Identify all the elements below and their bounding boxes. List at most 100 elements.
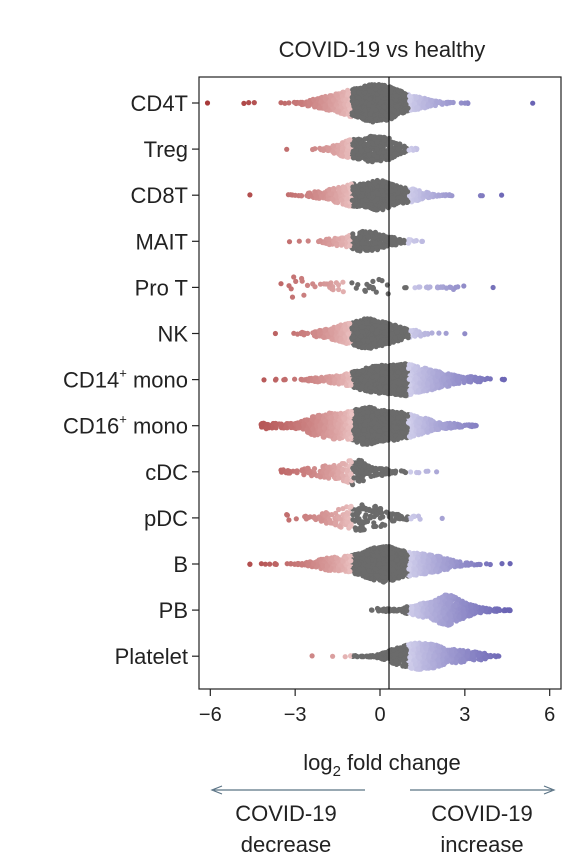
data-point <box>299 193 305 199</box>
data-point <box>391 151 397 157</box>
data-point <box>343 382 349 388</box>
data-point <box>408 328 414 334</box>
data-point <box>461 283 467 289</box>
data-point <box>395 146 402 152</box>
data-point <box>356 202 362 208</box>
data-point <box>374 196 380 202</box>
data-point <box>371 341 377 347</box>
data-point <box>313 102 319 108</box>
data-point <box>390 239 396 245</box>
data-point <box>394 329 400 335</box>
data-point <box>362 136 368 142</box>
data-points <box>204 82 536 672</box>
data-point <box>370 286 376 292</box>
data-point <box>363 245 369 251</box>
data-point <box>329 330 335 336</box>
data-point <box>272 330 278 337</box>
data-point <box>390 182 396 188</box>
data-point <box>289 294 296 300</box>
data-point <box>350 334 356 340</box>
data-point <box>338 242 345 248</box>
data-point <box>407 93 413 99</box>
data-point <box>437 193 443 199</box>
data-point <box>364 147 370 153</box>
data-point <box>473 375 479 382</box>
data-point <box>385 291 391 297</box>
data-point <box>401 144 407 150</box>
data-point <box>358 85 364 91</box>
data-point <box>318 99 324 105</box>
data-point <box>411 238 417 244</box>
data-point <box>316 328 322 334</box>
data-point <box>313 192 319 198</box>
data-point <box>284 146 290 152</box>
data-point <box>355 113 361 119</box>
data-point <box>499 192 505 198</box>
data-point <box>345 111 351 117</box>
data-point <box>436 330 442 336</box>
data-point <box>326 241 332 248</box>
data-point <box>359 324 365 330</box>
data-point <box>477 193 484 199</box>
data-point <box>382 91 388 97</box>
data-point <box>326 379 333 385</box>
data-point <box>404 332 410 338</box>
data-point <box>396 88 403 94</box>
data-point <box>425 102 431 108</box>
data-point <box>462 331 468 337</box>
data-point <box>375 83 381 89</box>
data-point <box>378 244 384 250</box>
data-point <box>420 103 427 109</box>
data-point <box>372 318 378 324</box>
data-point <box>329 191 335 197</box>
data-point <box>345 102 351 108</box>
data-point <box>398 337 404 343</box>
data-point <box>369 326 375 332</box>
data-point <box>349 197 355 203</box>
data-point <box>302 377 308 383</box>
data-point <box>391 107 397 114</box>
data-point <box>349 110 355 116</box>
data-point <box>406 147 412 153</box>
data-point <box>310 146 316 153</box>
data-point <box>345 91 352 97</box>
data-point <box>320 147 327 153</box>
data-point <box>381 137 387 143</box>
data-point <box>400 149 406 155</box>
data-point <box>310 281 316 287</box>
data-point <box>392 335 398 341</box>
data-point <box>413 95 419 101</box>
data-point <box>530 100 536 106</box>
data-point <box>334 242 340 248</box>
data-point <box>286 100 292 106</box>
data-point <box>410 192 416 198</box>
data-point <box>247 192 253 198</box>
data-point <box>379 278 385 284</box>
data-point <box>349 280 355 286</box>
data-point <box>278 281 284 287</box>
data-point <box>356 156 362 162</box>
data-point <box>301 332 307 338</box>
data-point <box>356 95 362 101</box>
data-point <box>446 192 452 198</box>
data-point <box>368 133 374 139</box>
data-point <box>299 278 305 284</box>
data-point <box>278 100 284 106</box>
data-point <box>394 103 400 109</box>
data-point <box>378 339 384 345</box>
data-point <box>365 338 371 344</box>
data-point <box>241 100 247 106</box>
data-point <box>360 344 366 350</box>
data-point <box>311 330 318 336</box>
chart-title: COVID-19 vs healthy <box>279 37 486 62</box>
data-point <box>335 282 342 288</box>
data-point <box>292 376 298 382</box>
data-point <box>367 116 373 122</box>
data-point <box>338 330 344 336</box>
data-point <box>362 107 368 113</box>
data-point <box>369 246 376 252</box>
data-point <box>364 281 370 287</box>
data-point <box>501 377 507 383</box>
data-point <box>389 113 395 119</box>
data-point <box>336 236 342 242</box>
